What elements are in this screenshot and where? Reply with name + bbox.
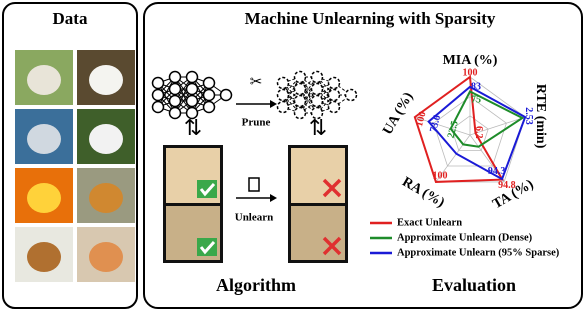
legend-label: Approximate Unlearn (95% Sparse) (397, 247, 560, 258)
image-subject (89, 242, 123, 272)
network-node (170, 108, 181, 119)
image-subject (89, 183, 123, 213)
evaluation-label: Evaluation (432, 275, 516, 295)
network-node (312, 72, 323, 83)
image-subject (89, 124, 123, 154)
network-node (312, 96, 323, 107)
radar-axis-label: UA (%) (380, 90, 416, 138)
network-node (278, 102, 289, 113)
radar-value-label: 100 (463, 67, 478, 78)
radar-series (451, 92, 523, 147)
network-node (278, 78, 289, 89)
network-node (295, 96, 306, 107)
network-node (346, 90, 357, 101)
radar-value-label: 94.8 (498, 180, 516, 191)
check-box (197, 180, 217, 198)
network-node (204, 90, 215, 101)
radar-value-label: 73.6 (428, 114, 443, 134)
figure: Data Machine Unlearning with Sparsity Pr… (0, 0, 585, 312)
network-node (153, 102, 164, 113)
page: Data Machine Unlearning with Sparsity Pr… (0, 0, 585, 312)
network-node (295, 84, 306, 95)
network-node (329, 78, 340, 89)
trash-icon (249, 178, 259, 191)
image-subject (27, 124, 61, 154)
network-node (295, 72, 306, 83)
algorithm-label: Algorithm (216, 275, 296, 295)
image-subject (27, 183, 61, 213)
prune-label: Prune (242, 117, 271, 129)
network-node (170, 84, 181, 95)
radar-value-label: 6.2 (473, 126, 484, 139)
network-node (278, 90, 289, 101)
radar-value-label: 83 (471, 82, 481, 93)
network-node (153, 90, 164, 101)
network-node (187, 72, 198, 83)
radar-value-label: 22.5 (446, 120, 461, 140)
network-node (329, 102, 340, 113)
legend-label: Approximate Unlearn (Dense) (397, 232, 533, 243)
legend-label: Exact Unlearn (397, 217, 462, 228)
radar-value-label: 2.53 (523, 107, 534, 125)
radar-axis-label: MIA (%) (443, 53, 498, 68)
up-down-arrows: ⇅ (309, 115, 327, 140)
radar-axis-label: RTE (min) (533, 84, 548, 149)
data-title: Data (53, 9, 88, 28)
image-subject (27, 242, 61, 272)
network-node (204, 102, 215, 113)
up-down-arrows: ⇅ (184, 115, 202, 140)
network-node (170, 96, 181, 107)
network-node (221, 90, 232, 101)
network-node (312, 84, 323, 95)
radar-value-label: 100 (414, 111, 429, 128)
arrow-head (270, 100, 277, 108)
image-subject (89, 65, 123, 95)
radar-value-label: 100 (432, 171, 447, 182)
check-box (197, 238, 217, 256)
network-node (329, 90, 340, 101)
image-subject (27, 65, 61, 95)
network-node (295, 108, 306, 119)
radar-value-label: 94.3 (488, 166, 506, 177)
radar-value-label: 75 (471, 94, 481, 105)
unlearn-label: Unlearn (235, 212, 274, 224)
main-title: Machine Unlearning with Sparsity (245, 9, 496, 28)
network-node (187, 84, 198, 95)
arrow-head (270, 194, 277, 202)
scissors-icon: ✂ (250, 74, 263, 90)
network-node (153, 78, 164, 89)
network-node (187, 96, 198, 107)
network-node (204, 78, 215, 89)
network-node (170, 72, 181, 83)
